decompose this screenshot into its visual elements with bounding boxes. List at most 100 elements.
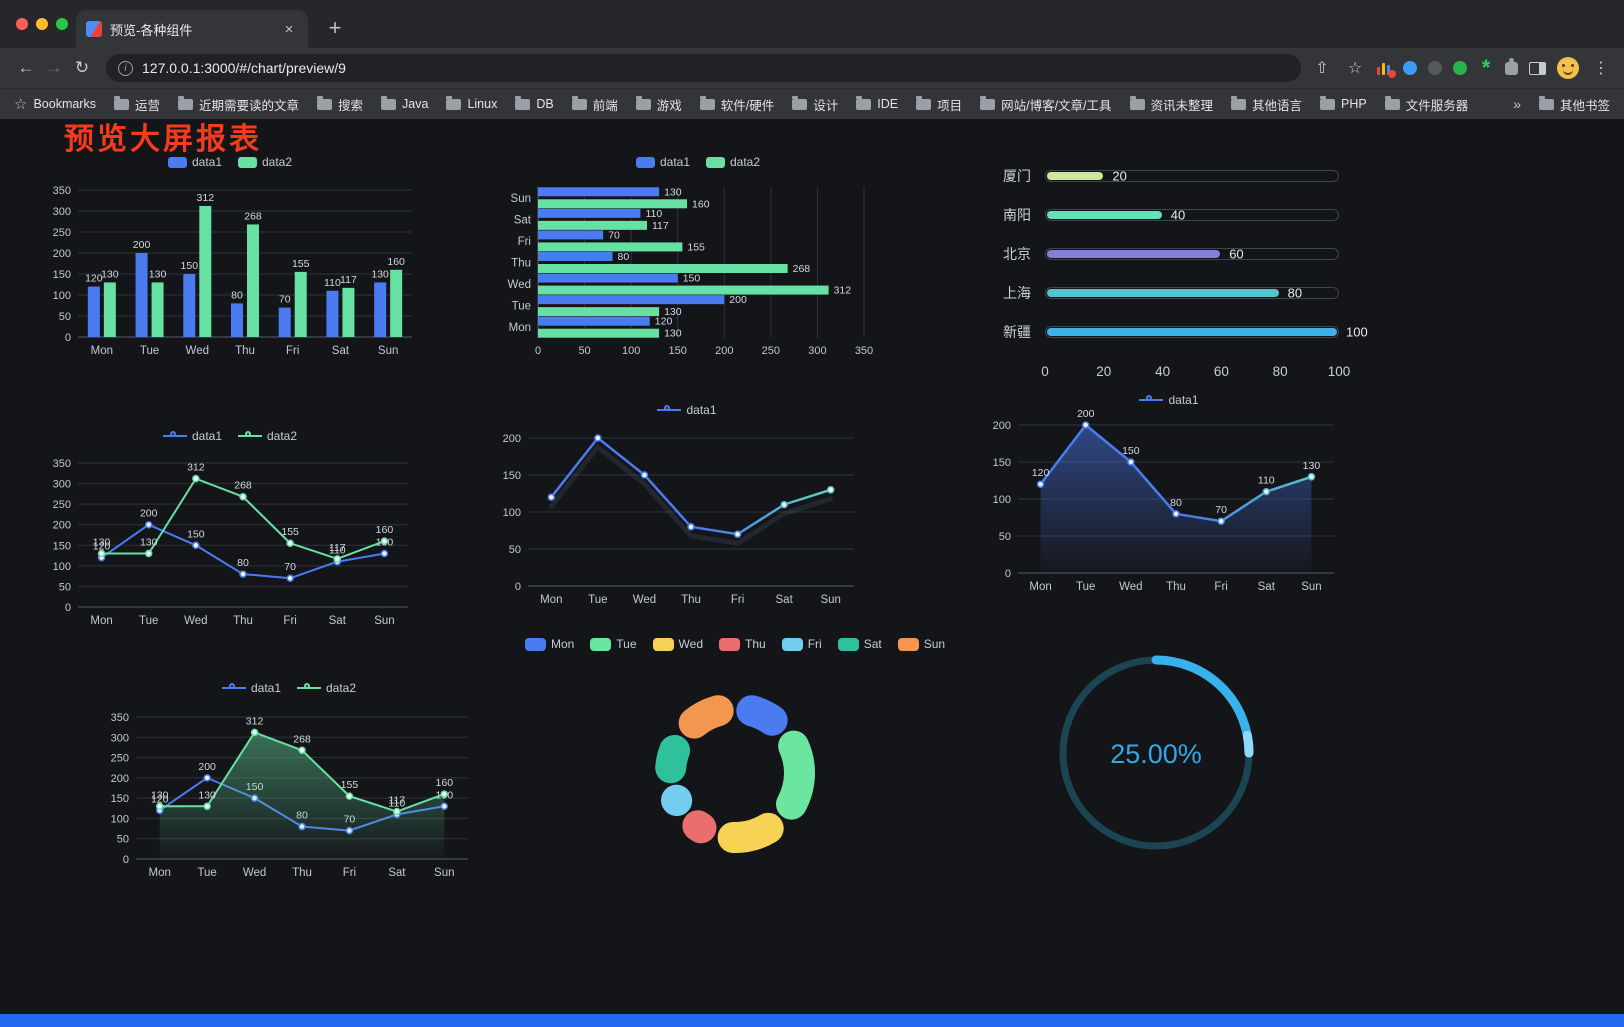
green-extension-icon[interactable] bbox=[1453, 61, 1467, 75]
bookmarks-overflow-chevron[interactable]: » bbox=[1513, 96, 1521, 112]
bookmark-item-10[interactable]: 设计 bbox=[792, 95, 838, 114]
bookmark-item-17[interactable]: 文件服务器 bbox=[1384, 95, 1468, 114]
bookmark-item-9[interactable]: 软件/硬件 bbox=[699, 95, 774, 114]
site-info-icon[interactable]: i bbox=[118, 60, 133, 76]
donut-slice-Thu[interactable] bbox=[682, 810, 717, 844]
legend-item-data1[interactable]: data1 bbox=[635, 155, 690, 169]
bookmark-label: 其他语言 bbox=[1252, 98, 1303, 113]
bookmarks-manager[interactable]: ☆ Bookmarks bbox=[14, 95, 96, 113]
bookmark-item-15[interactable]: 其他语言 bbox=[1231, 95, 1302, 114]
gauge-canvas[interactable]: 25.00% bbox=[1046, 643, 1266, 863]
legend-item-data1[interactable]: data1 bbox=[162, 429, 222, 443]
back-button[interactable]: ← bbox=[17, 58, 35, 77]
bookmarks-label: Bookmarks bbox=[33, 97, 96, 111]
progress-row-北京[interactable]: 北京 60 bbox=[1003, 246, 1339, 262]
donut-slice-Wed[interactable] bbox=[717, 812, 784, 853]
line-canvas[interactable]: 0 50 100 150 200 Mon Tue Wed Thu Fri Sat Sun bbox=[494, 397, 880, 605]
multi-line-chart[interactable]: 0 50 100 150 200 250 300 350 Mon Tue Wed Thu Fri Sat S… bbox=[40, 423, 420, 637]
forward-button[interactable]: → bbox=[45, 58, 63, 77]
legend-item-Fri[interactable]: Fri bbox=[781, 637, 822, 651]
bookmark-item-14[interactable]: 资讯未整理 bbox=[1129, 95, 1213, 114]
line-area-combo-chart[interactable]: 0 50 100 150 200 250 300 350 Mon Tue Wed Thu Fri Sat S… bbox=[98, 675, 480, 889]
bookmark-item-6[interactable]: DB bbox=[515, 95, 554, 114]
bar-canvas[interactable]: 0 50 100 150 200 250 300 350 Mon Tue Wed Thu Fri Sat S… bbox=[40, 149, 420, 365]
legend-item-data2[interactable]: data2 bbox=[297, 681, 356, 695]
bar-horizontal-canvas[interactable]: 0 50 100 150 200 250 300 350Mon120130Tue200130W… bbox=[498, 149, 898, 361]
legend-item-data2[interactable]: data2 bbox=[238, 155, 292, 169]
bookmark-item-3[interactable]: 搜索 bbox=[317, 95, 363, 114]
bookmark-item-2[interactable]: 近期需要读的文章 bbox=[178, 95, 299, 114]
blue-extension-icon[interactable] bbox=[1403, 61, 1417, 75]
minimize-window-button[interactable] bbox=[36, 18, 48, 30]
legend-item-Sat[interactable]: Sat bbox=[837, 637, 882, 651]
progress-row-厦门[interactable]: 厦门 20 bbox=[1003, 168, 1339, 184]
bookmark-item-16[interactable]: PHP bbox=[1320, 95, 1367, 114]
svg-text:Wed: Wed bbox=[633, 594, 656, 605]
svg-text:Fri: Fri bbox=[1214, 581, 1227, 591]
legend-item-data1[interactable]: data1 bbox=[221, 681, 281, 695]
chart-extension-icon[interactable] bbox=[1377, 61, 1396, 78]
share-icon[interactable]: ⇧ bbox=[1315, 60, 1329, 77]
dark-extension-icon[interactable] bbox=[1428, 61, 1442, 75]
gradient-line-chart[interactable]: 0 50 100 150 200 Mon Tue Wed Thu Fri Sat Sun data1 bbox=[494, 397, 880, 605]
bookmark-item-1[interactable]: 运营 bbox=[113, 95, 160, 114]
svg-text:Sun: Sun bbox=[434, 867, 454, 879]
bookmark-item-11[interactable]: IDE bbox=[856, 95, 898, 114]
progress-row-南阳[interactable]: 南阳 40 bbox=[1003, 207, 1339, 223]
svg-text:Mon: Mon bbox=[540, 594, 562, 605]
profile-avatar[interactable] bbox=[1557, 57, 1579, 79]
area-line-chart[interactable]: 0 50 100 150 200 Mon Tue Wed Thu Fri Sat Sun 120 200 1… bbox=[984, 387, 1354, 591]
bookmark-item-12[interactable]: 项目 bbox=[916, 95, 962, 114]
bookmark-item-8[interactable]: 游戏 bbox=[635, 95, 682, 114]
tab-close-icon[interactable]: × bbox=[284, 20, 294, 38]
new-tab-button[interactable]: + bbox=[328, 15, 342, 40]
bookmark-item-7[interactable]: 前端 bbox=[571, 95, 618, 114]
zoom-window-button[interactable] bbox=[56, 18, 68, 30]
bookmark-label: IDE bbox=[877, 97, 899, 111]
progress-row-上海[interactable]: 上海 80 bbox=[1003, 285, 1339, 301]
svg-text:130: 130 bbox=[664, 328, 682, 340]
legend-item-data2[interactable]: data2 bbox=[706, 155, 760, 169]
progress-row-新疆[interactable]: 新疆 100 bbox=[1003, 324, 1368, 340]
sidebar-toggle-icon[interactable] bbox=[1529, 61, 1546, 75]
horizontal-bar-chart[interactable]: 0 50 100 150 200 250 300 350 Mon 120 130 Tue 200 130 W… bbox=[498, 149, 898, 361]
close-window-button[interactable] bbox=[16, 18, 28, 30]
svg-text:100: 100 bbox=[53, 290, 71, 302]
gauge-chart[interactable]: 25.00% bbox=[1046, 643, 1266, 863]
svg-text:Thu: Thu bbox=[1166, 581, 1186, 591]
legend-item-data1[interactable]: data1 bbox=[167, 155, 222, 169]
legend-label: Wed bbox=[678, 637, 703, 651]
address-bar[interactable]: i 127.0.0.1:3000/#/chart/preview/9 bbox=[106, 54, 1301, 82]
donut-slice-Mon[interactable] bbox=[736, 695, 788, 736]
progress-bar-chart[interactable]: 厦门 20 南阳 40 北京 60 上海 80 新疆 100 0 20 40 60 80 100 bbox=[995, 159, 1368, 411]
axis-tick: 0 bbox=[1041, 364, 1049, 379]
refresh-button[interactable]: ↻ bbox=[74, 58, 90, 77]
bookmark-item-13[interactable]: 网站/博客/文章/工具 bbox=[980, 95, 1112, 114]
legend-item-data2[interactable]: data2 bbox=[238, 429, 297, 443]
line-canvas[interactable]: 0 50 100 150 200 250 300 350 Mon Tue Wed Thu Fri Sat S… bbox=[98, 675, 480, 889]
bookmark-item-4[interactable]: Java bbox=[381, 95, 428, 114]
bookmarks-star-icon: ☆ bbox=[14, 96, 28, 113]
bookmark-star-icon[interactable]: ☆ bbox=[1347, 60, 1363, 77]
legend-item-Sun[interactable]: Sun bbox=[897, 637, 945, 651]
browser-tab[interactable]: 预览-各种组件 × bbox=[76, 10, 308, 48]
legend-item-Wed[interactable]: Wed bbox=[652, 637, 703, 651]
line-canvas[interactable]: 0 50 100 150 200 250 300 350 Mon Tue Wed Thu Fri Sat S… bbox=[40, 423, 420, 637]
grouped-bar-chart[interactable]: 0 50 100 150 200 250 300 350 Mon Tue Wed Thu Fri Sat S… bbox=[40, 149, 420, 365]
legend-item-Tue[interactable]: Tue bbox=[590, 637, 637, 651]
legend-item-Thu[interactable]: Thu bbox=[719, 637, 766, 651]
other-bookmarks-folder[interactable]: 其他书签 bbox=[1538, 95, 1610, 114]
extensions-puzzle-icon[interactable] bbox=[1505, 57, 1518, 75]
legend-item-data1[interactable]: data1 bbox=[657, 403, 717, 417]
legend-item-data1[interactable]: data1 bbox=[1139, 393, 1199, 407]
bookmark-item-5[interactable]: Linux bbox=[446, 95, 497, 114]
browser-menu-icon[interactable]: ⋮ bbox=[1593, 60, 1609, 77]
legend-item-Mon[interactable]: Mon bbox=[524, 637, 574, 651]
donut-slice-Sun[interactable] bbox=[678, 695, 734, 739]
donut-chart[interactable]: Mon Tue Wed Thu Fri Sat Sun bbox=[524, 631, 945, 867]
green-star-extension-icon[interactable]: * bbox=[1481, 55, 1491, 80]
line-canvas[interactable]: 0 50 100 150 200 Mon Tue Wed Thu Fri Sat Sun 120 200 1… bbox=[984, 387, 1354, 591]
donut-slice-Tue[interactable] bbox=[775, 730, 815, 820]
donut-canvas[interactable] bbox=[545, 631, 925, 867]
donut-slice-Sat[interactable] bbox=[655, 734, 691, 784]
